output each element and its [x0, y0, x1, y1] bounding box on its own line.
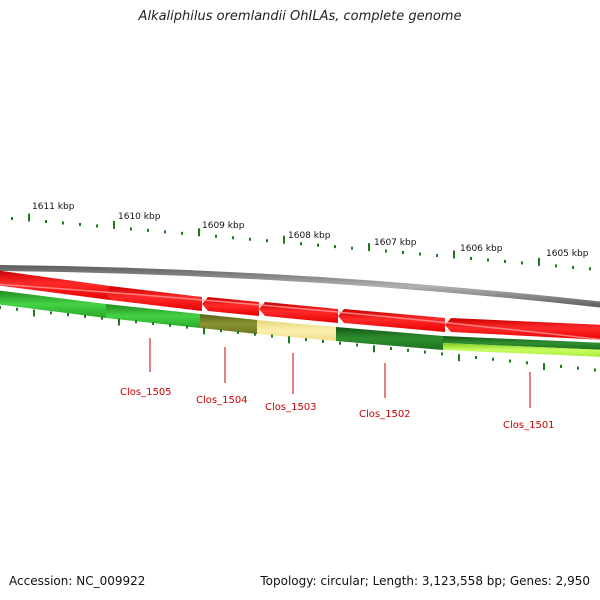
forward-feature-left-edge [0, 270, 110, 300]
ruler-label-1609: 1609 kbp [202, 221, 245, 231]
genome-backbone [0, 265, 600, 308]
accession-text: Accession: NC_009922 [9, 574, 146, 588]
ruler-label-1605: 1605 kbp [546, 249, 589, 259]
map-title: Alkaliphilus oremlandii OhILAs, complete… [138, 9, 462, 24]
gene-clos-1504-label: Clos_1504 [196, 395, 248, 406]
reverse-feature-left-edge [0, 290, 106, 318]
gene-clos-1501-label: Clos_1501 [503, 420, 555, 431]
forward-strand-highlight [0, 283, 600, 341]
ruler-ticks [11, 213, 591, 271]
reverse-strand-track [0, 290, 600, 357]
reverse-feature-clos-1501-lime [443, 343, 600, 357]
ruler-label-1608: 1608 kbp [288, 231, 331, 241]
inner-ticks [0, 306, 596, 372]
ruler-label-1607: 1607 kbp [374, 238, 417, 248]
forward-strand-track [0, 270, 600, 341]
ruler-labels: 1611 kbp 1610 kbp 1609 kbp 1608 kbp 1607 kbp… [32, 202, 589, 259]
ruler-label-1611: 1611 kbp [32, 202, 75, 212]
forward-feature-clos-1505 [106, 286, 202, 311]
genome-summary-text: Topology: circular; Length: 3,123,558 bp… [260, 574, 590, 588]
ruler-label-1606: 1606 kbp [460, 244, 503, 254]
gene-labels: Clos_1505 Clos_1504 Clos_1503 Clos_1502 Clos… [120, 338, 555, 431]
gene-clos-1502-label: Clos_1502 [359, 409, 411, 420]
ruler-label-1610: 1610 kbp [118, 212, 161, 222]
reverse-feature-clos-1504 [200, 314, 257, 334]
gene-clos-1505-label: Clos_1505 [120, 387, 172, 398]
gene-clos-1503-label: Clos_1503 [265, 402, 317, 413]
reverse-feature-clos-1502 [336, 327, 443, 350]
reverse-feature-clos-1501-dark [443, 336, 600, 350]
reverse-feature-clos-1505 [106, 304, 200, 328]
reverse-feature-clos-1503 [257, 320, 336, 341]
